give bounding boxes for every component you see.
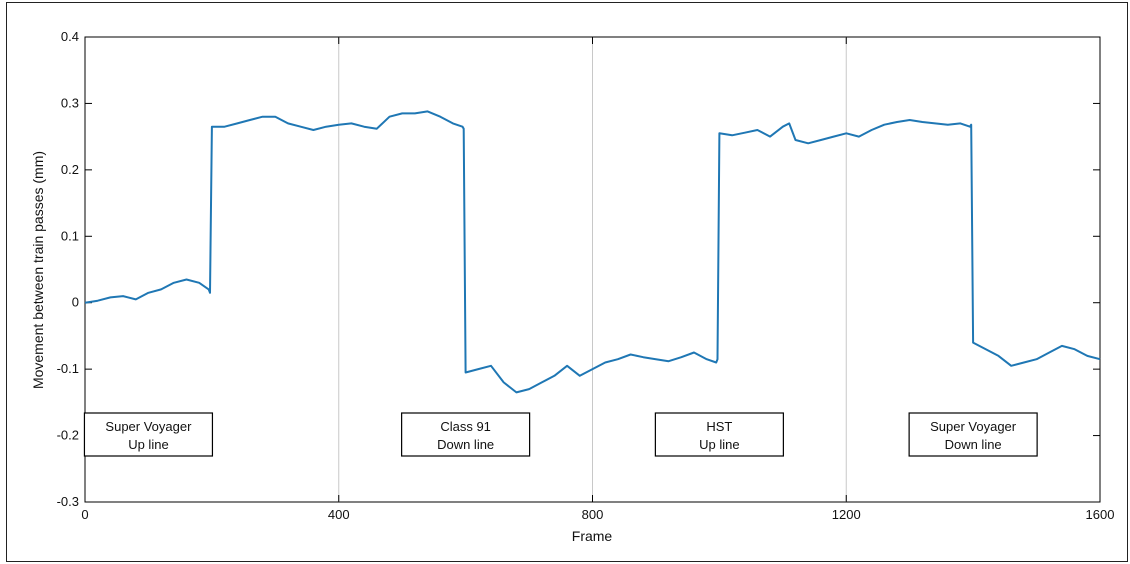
annotation-frame: [654, 412, 784, 457]
x-tick-label: 800: [582, 507, 604, 522]
annotation-train-label: Super Voyager: [930, 419, 1017, 434]
annotation-line-label: Up line: [699, 437, 739, 452]
y-tick-label: 0.1: [61, 228, 79, 243]
x-tick-label: 1600: [1086, 507, 1115, 522]
series-line: [84, 110, 1101, 394]
y-axis-title: Movement between train passes (mm): [30, 151, 46, 389]
y-tick-label: -0.3: [57, 494, 79, 509]
y-tick-label: 0.2: [61, 162, 79, 177]
y-tick-label: -0.2: [57, 428, 79, 443]
x-tick-label: 0: [81, 507, 88, 522]
annotation-train-label: Super Voyager: [105, 419, 192, 434]
annotation-frame: [83, 412, 214, 457]
annotation-line-label: Up line: [128, 437, 168, 452]
vertical-gridlines: [338, 37, 847, 502]
annotation-line-label: Down line: [437, 437, 494, 452]
annotation-frame: [908, 412, 1038, 457]
annotation-frame: [401, 412, 531, 457]
x-tick-label: 1200: [832, 507, 861, 522]
y-tick-labels: -0.3 -0.2 -0.1 0 0.1 0.2 0.3 0.4: [57, 29, 79, 509]
annotation-box: Class 91 Down line: [401, 412, 531, 457]
x-tick-labels: 0 400 800 1200 1600: [81, 507, 1114, 522]
y-tick-label: -0.1: [57, 361, 79, 376]
annotation-box: Super Voyager Up line: [83, 412, 214, 457]
annotation-train-label: HST: [706, 419, 732, 434]
annotation-box: Super Voyager Down line: [908, 412, 1038, 457]
x-axis-title: Frame: [572, 528, 613, 544]
annotation-boxes: Super Voyager Up line Class 91 Down line HST…: [83, 412, 1038, 457]
x-tick-label: 400: [328, 507, 350, 522]
annotation-box: HST Up line: [654, 412, 784, 457]
y-tick-label: 0.4: [61, 29, 79, 44]
annotation-train-label: Class 91: [440, 419, 491, 434]
annotation-line-label: Down line: [945, 437, 1002, 452]
y-tick-label: 0: [72, 295, 79, 310]
y-tick-label: 0.3: [61, 95, 79, 110]
